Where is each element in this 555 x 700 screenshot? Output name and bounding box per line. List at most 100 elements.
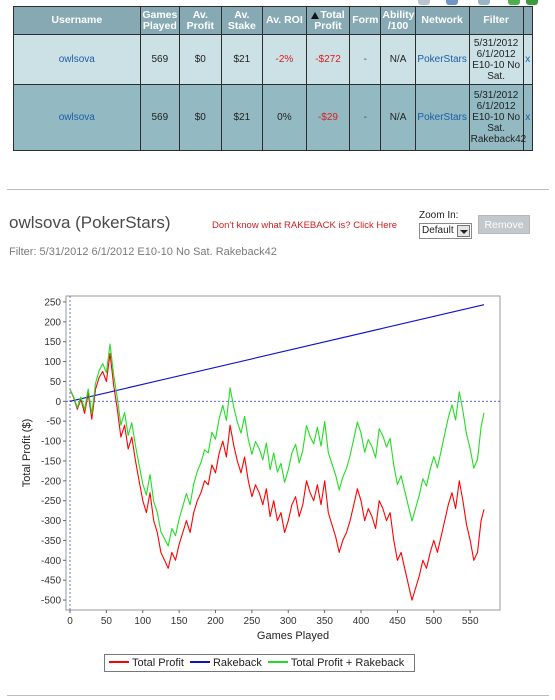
filter-line: Sat. — [487, 123, 505, 134]
filter-line: Sat. — [487, 70, 505, 82]
legend-swatch — [267, 661, 288, 663]
legend-item: Rakeback — [189, 655, 262, 671]
form-cell: - — [349, 84, 382, 151]
remove-row-link[interactable]: x — [522, 84, 534, 151]
filter-line: 5/31/2012 — [473, 37, 519, 49]
x-tick-label: 250 — [244, 616, 261, 627]
y-axis-label: Total Profit ($) — [21, 419, 33, 487]
series-line-total-profit-rakeback — [69, 343, 485, 547]
zoom-selected-value: Default — [422, 225, 454, 236]
username-link[interactable]: owlsova — [13, 84, 141, 151]
col-total-profit-label: Total Profit — [314, 8, 345, 32]
legend-label: Total Profit — [132, 657, 184, 669]
rakeback-info-link[interactable]: Don't know what RAKEBACK is? Click Here — [212, 220, 398, 231]
form-cell: - — [349, 34, 382, 85]
refresh-icon[interactable] — [508, 0, 520, 5]
y-tick-label: 200 — [44, 317, 61, 328]
copy-icon[interactable] — [446, 0, 458, 5]
series-line-rakeback — [69, 304, 485, 402]
col-form[interactable]: Form — [349, 6, 382, 35]
x-tick-label: 350 — [316, 616, 333, 627]
legend-swatch — [109, 661, 129, 663]
col-av-roi[interactable]: Av. ROI — [262, 6, 307, 35]
legend-label: Total Profit + Rakeback — [290, 657, 405, 669]
col-network[interactable]: Network — [414, 6, 470, 35]
av-stake-cell: $21 — [220, 84, 264, 151]
col-av-stake[interactable]: Av. Stake — [220, 6, 264, 35]
y-tick-label: -350 — [41, 536, 61, 547]
total-profit-cell: -$272 — [305, 34, 351, 85]
divider — [7, 189, 549, 190]
ability-cell: N/A — [380, 34, 416, 85]
chevron-down-icon[interactable] — [457, 225, 470, 237]
x-tick-label: 100 — [134, 616, 151, 627]
sort-up-icon — [311, 11, 320, 19]
y-tick-label: 250 — [44, 297, 61, 308]
x-tick-label: 50 — [101, 616, 113, 627]
export-icon[interactable] — [418, 0, 430, 5]
filter-line: 6/1/2012 — [476, 101, 516, 112]
zoom-select[interactable]: Default — [419, 223, 472, 239]
player-title: owlsova (PokerStars) — [9, 213, 171, 232]
av-profit-cell: $0 — [179, 84, 222, 151]
table-row: owlsova 569 $0 $21 0% -$29 - N/A PokerSt… — [13, 84, 534, 151]
x-tick-label: 200 — [207, 616, 224, 627]
y-tick-label: -200 — [41, 476, 61, 487]
col-remove — [522, 6, 534, 35]
filter-line: E10-10 No — [472, 59, 521, 71]
legend-item: Total Profit — [109, 655, 184, 671]
col-av-profit[interactable]: Av. Profit — [179, 6, 222, 35]
col-username[interactable]: Username — [13, 6, 141, 35]
y-tick-label: -100 — [41, 437, 61, 448]
y-tick-label: 100 — [44, 357, 61, 368]
filter-description: Filter: 5/31/2012 6/1/2012 E10-10 No Sat… — [9, 246, 277, 258]
network-link[interactable]: PokerStars — [414, 34, 470, 85]
x-tick-label: 400 — [353, 616, 370, 627]
y-tick-label: 150 — [44, 337, 61, 348]
x-tick-label: 500 — [425, 616, 442, 627]
table-header-row: Username Games Played Av. Profit Av. Sta… — [13, 6, 534, 35]
av-roi-cell: 0% — [262, 84, 307, 151]
y-tick-label: 0 — [55, 397, 61, 408]
filter-line: E10-10 No — [472, 112, 521, 123]
filter-line: 5/31/2012 — [473, 90, 519, 101]
y-tick-label: -150 — [41, 456, 61, 467]
x-tick-label: 550 — [462, 616, 479, 627]
plot-area — [65, 295, 501, 611]
legend-swatch — [189, 661, 210, 663]
legend-item: Total Profit + Rakeback — [267, 655, 405, 671]
remove-row-link[interactable]: x — [522, 34, 534, 85]
player-stats-table: Username Games Played Av. Profit Av. Sta… — [13, 6, 534, 151]
remove-button[interactable]: Remove — [478, 215, 530, 234]
games-played-cell: 569 — [139, 84, 181, 151]
x-tick-label: 0 — [67, 616, 73, 627]
legend-label: Rakeback — [212, 657, 262, 669]
y-tick-label: 50 — [50, 377, 62, 388]
x-tick-label: 300 — [280, 616, 297, 627]
ability-cell: N/A — [380, 84, 416, 151]
filter-line: Rakeback42 — [470, 134, 527, 145]
filter-cell: 5/31/2012 6/1/2012 E10-10 No Sat. — [468, 34, 524, 85]
series-line-total-profit — [69, 353, 485, 601]
zoom-label: Zoom In: — [419, 210, 459, 221]
username-link[interactable]: owlsova — [13, 34, 141, 85]
print-icon[interactable] — [478, 0, 490, 5]
y-tick-label: -250 — [41, 496, 61, 507]
col-filter[interactable]: Filter — [468, 6, 524, 35]
settings-icon[interactable] — [526, 0, 538, 5]
y-tick-label: -500 — [41, 596, 61, 607]
filter-line: 6/1/2012 — [476, 48, 516, 60]
av-profit-cell: $0 — [179, 34, 222, 85]
av-stake-cell: $21 — [220, 34, 264, 85]
x-tick-label: 150 — [171, 616, 188, 627]
col-games-played[interactable]: Games Played — [139, 6, 181, 35]
col-total-profit[interactable]: Total Profit — [305, 6, 351, 35]
av-roi-cell: -2% — [262, 34, 307, 85]
divider — [7, 695, 549, 696]
y-tick-label: -300 — [41, 516, 61, 527]
col-ability[interactable]: Ability /100 — [380, 6, 416, 35]
y-tick-label: -50 — [47, 417, 62, 428]
network-link[interactable]: PokerStars — [414, 84, 470, 151]
profit-chart: 250200150100500-50-100-150-200-250-300-3… — [21, 295, 501, 642]
total-profit-cell: -$29 — [305, 84, 351, 151]
